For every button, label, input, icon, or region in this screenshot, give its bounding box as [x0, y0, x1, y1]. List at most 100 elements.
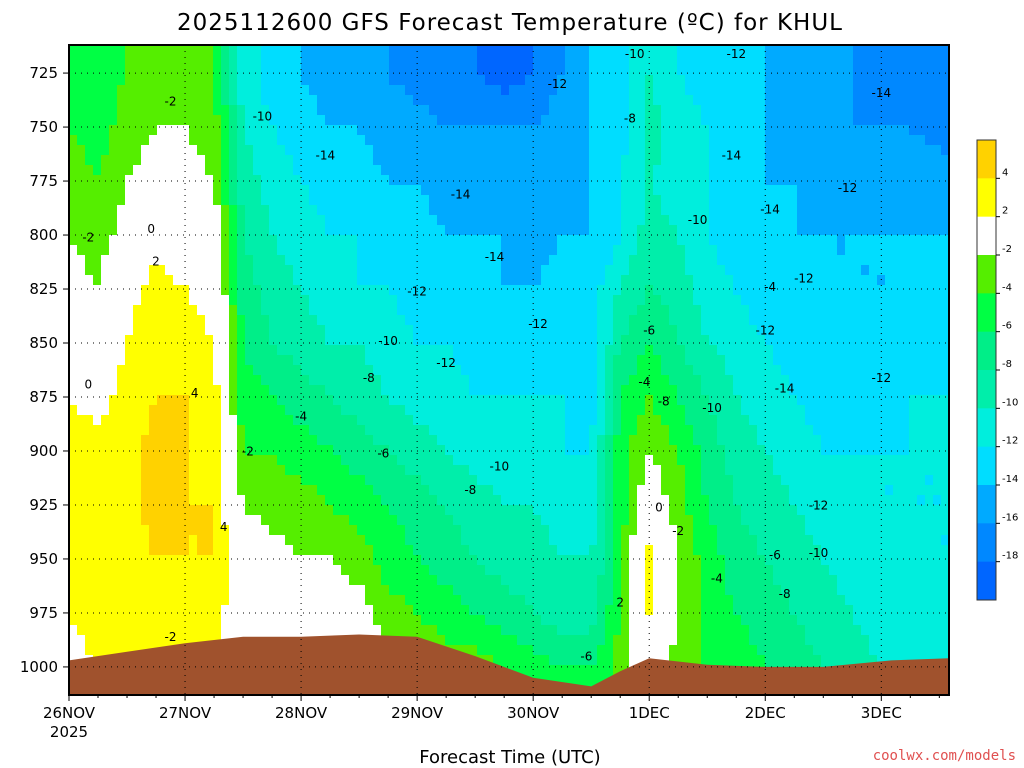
heat-cell — [469, 365, 478, 376]
heat-cell — [629, 45, 638, 56]
heat-cell — [253, 335, 262, 346]
heat-cell — [365, 255, 374, 266]
heat-cell — [677, 205, 686, 216]
heat-cell — [293, 275, 302, 286]
heat-cell — [205, 485, 214, 496]
heat-cell — [493, 425, 502, 436]
heat-cell — [749, 355, 758, 366]
heat-cell — [917, 125, 926, 136]
heat-cell — [165, 485, 174, 496]
heat-cell — [237, 375, 246, 386]
heat-cell — [517, 295, 526, 306]
heat-cell — [669, 445, 678, 456]
heat-cell — [661, 125, 670, 136]
heat-cell — [109, 55, 118, 66]
heat-cell — [837, 215, 846, 226]
heat-cell — [645, 325, 654, 336]
heat-cell — [877, 215, 886, 226]
heat-cell — [301, 45, 310, 56]
heat-cell — [357, 75, 366, 86]
heat-cell — [789, 425, 798, 436]
heat-cell — [533, 365, 542, 376]
heat-cell — [637, 425, 646, 436]
heat-cell — [637, 205, 646, 216]
heat-cell — [325, 145, 334, 156]
heat-cell — [461, 65, 470, 76]
heat-cell — [941, 45, 950, 56]
heat-cell — [453, 195, 462, 206]
heat-cell — [517, 235, 526, 246]
heat-cell — [757, 285, 766, 296]
heat-cell — [741, 255, 750, 266]
heat-cell — [389, 395, 398, 406]
heat-cell — [565, 325, 574, 336]
heat-cell — [373, 135, 382, 146]
heat-cell — [285, 425, 294, 436]
heat-cell — [821, 175, 830, 186]
heat-cell — [941, 295, 950, 306]
heat-cell — [653, 315, 662, 326]
heat-cell — [165, 445, 174, 456]
heat-cell — [157, 105, 166, 116]
heat-cell — [837, 295, 846, 306]
heat-cell — [133, 405, 142, 416]
heat-cell — [181, 185, 190, 196]
heat-cell — [317, 215, 326, 226]
heat-cell — [357, 335, 366, 346]
heat-cell — [821, 55, 830, 66]
heat-cell — [797, 465, 806, 476]
heat-cell — [629, 175, 638, 186]
heat-cell — [141, 155, 150, 166]
heat-cell — [197, 495, 206, 506]
heat-cell — [205, 255, 214, 266]
heat-cell — [725, 145, 734, 156]
heat-cell — [685, 415, 694, 426]
heat-cell — [821, 135, 830, 146]
heat-cell — [189, 445, 198, 456]
heat-cell — [189, 255, 198, 266]
heat-cell — [349, 145, 358, 156]
heat-cell — [877, 285, 886, 296]
heat-cell — [909, 115, 918, 126]
heat-cell — [645, 485, 654, 496]
heat-cell — [173, 335, 182, 346]
heat-cell — [77, 145, 86, 156]
heat-cell — [709, 475, 718, 486]
heat-cell — [285, 345, 294, 356]
heat-cell — [941, 205, 950, 216]
heat-cell — [93, 85, 102, 96]
heat-cell — [773, 215, 782, 226]
heat-cell — [341, 85, 350, 96]
heat-cell — [789, 195, 798, 206]
heat-cell — [221, 295, 230, 306]
heat-cell — [373, 295, 382, 306]
heat-cell — [341, 475, 350, 486]
heat-cell — [541, 115, 550, 126]
heat-cell — [837, 285, 846, 296]
heat-cell — [765, 355, 774, 366]
heat-cell — [501, 275, 510, 286]
heat-cell — [757, 235, 766, 246]
heat-cell — [733, 155, 742, 166]
heat-cell — [493, 135, 502, 146]
heat-cell — [549, 205, 558, 216]
heat-cell — [917, 415, 926, 426]
heat-cell — [533, 265, 542, 276]
heat-cell — [93, 245, 102, 256]
heat-cell — [453, 55, 462, 66]
heat-cell — [581, 55, 590, 66]
heat-cell — [781, 455, 790, 466]
heat-cell — [853, 345, 862, 356]
heat-cell — [845, 255, 854, 266]
heat-cell — [509, 115, 518, 126]
heat-cell — [325, 345, 334, 356]
heat-cell — [317, 495, 326, 506]
heat-cell — [693, 205, 702, 216]
heat-cell — [437, 125, 446, 136]
heat-cell — [149, 375, 158, 386]
heat-cell — [501, 445, 510, 456]
heat-cell — [629, 75, 638, 86]
heat-cell — [701, 105, 710, 116]
heat-cell — [757, 445, 766, 456]
heat-cell — [421, 165, 430, 176]
